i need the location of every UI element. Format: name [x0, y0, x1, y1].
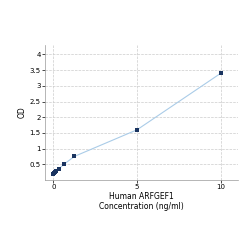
Point — [52, 171, 56, 175]
Y-axis label: OD: OD — [18, 106, 27, 118]
Point — [62, 162, 66, 166]
Point — [51, 172, 55, 176]
Point — [54, 169, 58, 173]
Point — [53, 170, 57, 174]
X-axis label: Human ARFGEF1
Concentration (ng/ml): Human ARFGEF1 Concentration (ng/ml) — [99, 192, 184, 211]
Point — [56, 167, 60, 171]
Point — [72, 154, 76, 158]
Point — [219, 71, 223, 75]
Point — [135, 128, 139, 132]
